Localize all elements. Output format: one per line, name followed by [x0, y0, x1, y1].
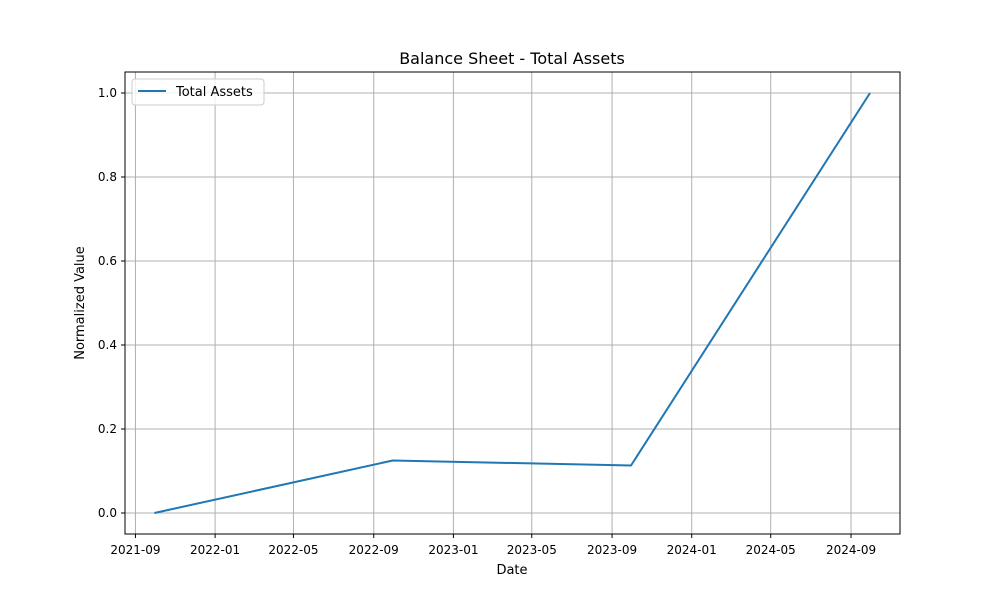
x-tick-label: 2022-09 — [349, 543, 399, 557]
x-tick-label: 2024-05 — [746, 543, 796, 557]
x-tick-label: 2023-09 — [587, 543, 637, 557]
y-tick-label: 0.6 — [98, 254, 117, 268]
axes-frame — [124, 71, 901, 535]
x-tick-label: 2021-09 — [110, 543, 160, 557]
plot-area — [154, 92, 871, 514]
legend-box — [131, 78, 265, 106]
y-tick-label: 0.8 — [98, 170, 117, 184]
x-tick-label: 2024-09 — [826, 543, 876, 557]
series-line-total-assets — [154, 92, 871, 514]
y-axis-label: Normalized Value — [73, 246, 88, 360]
chart-title: Balance Sheet - Total Assets — [399, 49, 625, 68]
x-tick-label: 2023-05 — [507, 543, 557, 557]
y-tick-label: 0.4 — [98, 338, 117, 352]
x-tick-label: 2024-01 — [667, 543, 717, 557]
x-tick-label: 2022-05 — [268, 543, 318, 557]
y-tick-label: 0.2 — [98, 422, 117, 436]
x-tick-label: 2023-01 — [428, 543, 478, 557]
y-tick-label: 0.0 — [98, 506, 117, 520]
legend-label-total-assets: Total Assets — [175, 85, 253, 100]
y-axis: 0.0 0.2 0.4 0.6 0.8 1.0 — [98, 86, 125, 520]
x-tick-label: 2022-01 — [190, 543, 240, 557]
legend: Total Assets — [131, 78, 265, 106]
x-axis: 2021-09 2022-01 2022-05 2022-09 2023-01 2023-… — [110, 534, 876, 557]
x-axis-label: Date — [496, 563, 527, 578]
grid — [125, 72, 900, 534]
y-tick-label: 1.0 — [98, 86, 117, 100]
